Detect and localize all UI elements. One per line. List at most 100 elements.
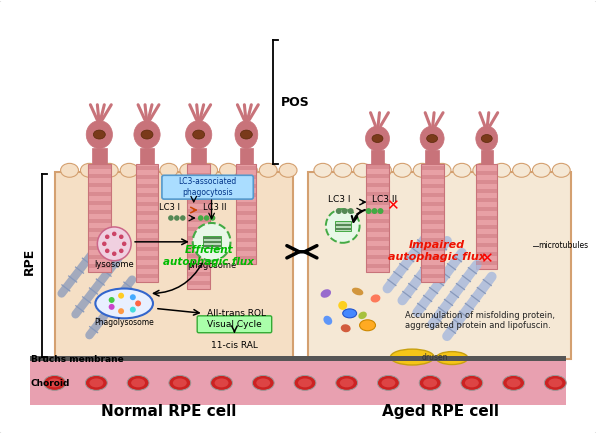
Ellipse shape — [374, 163, 391, 177]
Ellipse shape — [365, 126, 389, 151]
Ellipse shape — [200, 163, 218, 177]
Bar — [92, 148, 107, 164]
Bar — [335, 228, 350, 230]
Bar — [476, 164, 497, 269]
Bar — [236, 229, 256, 233]
Bar — [366, 210, 389, 214]
Bar — [187, 164, 210, 289]
Bar — [187, 209, 210, 213]
Ellipse shape — [493, 163, 511, 177]
Ellipse shape — [193, 130, 205, 139]
Ellipse shape — [473, 163, 491, 177]
Bar — [187, 227, 210, 231]
Ellipse shape — [256, 378, 270, 388]
Ellipse shape — [371, 294, 380, 302]
Ellipse shape — [259, 163, 277, 177]
Ellipse shape — [338, 301, 347, 310]
Circle shape — [97, 227, 131, 261]
Bar — [476, 180, 497, 184]
Ellipse shape — [298, 378, 312, 388]
Circle shape — [118, 293, 124, 299]
Ellipse shape — [476, 126, 498, 151]
Bar — [203, 241, 221, 243]
Ellipse shape — [461, 375, 483, 390]
Bar — [421, 175, 443, 179]
Bar — [236, 164, 256, 264]
Ellipse shape — [506, 378, 521, 388]
Bar — [88, 183, 111, 187]
Ellipse shape — [95, 289, 153, 318]
Bar — [236, 193, 256, 197]
Ellipse shape — [169, 375, 191, 390]
Bar — [187, 218, 210, 222]
Bar — [88, 246, 111, 250]
Ellipse shape — [394, 163, 411, 177]
Bar — [136, 166, 158, 170]
Ellipse shape — [279, 163, 297, 177]
Ellipse shape — [343, 309, 356, 318]
Bar — [203, 237, 221, 239]
Bar — [366, 255, 389, 259]
Ellipse shape — [340, 378, 353, 388]
Bar — [476, 261, 497, 265]
Bar — [476, 207, 497, 211]
Bar — [476, 252, 497, 256]
Ellipse shape — [80, 163, 98, 177]
Ellipse shape — [314, 163, 332, 177]
Bar — [88, 174, 111, 178]
Bar — [187, 236, 210, 240]
Bar — [187, 263, 210, 266]
Text: RPE: RPE — [23, 248, 37, 275]
Bar — [236, 247, 256, 251]
Ellipse shape — [134, 121, 160, 148]
Bar — [425, 151, 439, 164]
Ellipse shape — [553, 163, 570, 177]
Ellipse shape — [294, 375, 316, 390]
Bar — [136, 247, 158, 251]
Bar — [366, 201, 389, 205]
Bar — [335, 221, 350, 231]
Ellipse shape — [423, 378, 437, 388]
Circle shape — [168, 215, 173, 221]
Ellipse shape — [413, 163, 431, 177]
Text: LC3-associated
phagocytosis: LC3-associated phagocytosis — [178, 178, 237, 197]
Ellipse shape — [120, 163, 138, 177]
Circle shape — [112, 232, 116, 236]
Bar — [236, 220, 256, 224]
Ellipse shape — [420, 126, 444, 151]
Text: Accumulation of misfolding protein,
aggregated protein and lipofuscin.: Accumulation of misfolding protein, aggr… — [406, 311, 556, 330]
Ellipse shape — [61, 163, 79, 177]
Ellipse shape — [140, 163, 158, 177]
Bar — [236, 175, 256, 179]
FancyBboxPatch shape — [162, 175, 253, 199]
Ellipse shape — [512, 163, 530, 177]
Bar — [421, 256, 443, 260]
Bar — [88, 264, 111, 268]
Text: Bruchs membrane: Bruchs membrane — [31, 355, 124, 364]
Text: ✕: ✕ — [386, 197, 399, 213]
Ellipse shape — [481, 135, 492, 142]
Circle shape — [342, 208, 347, 214]
Bar — [366, 264, 389, 268]
Circle shape — [180, 215, 185, 221]
Bar — [88, 219, 111, 223]
Bar — [421, 220, 443, 224]
Ellipse shape — [334, 163, 352, 177]
Text: Visual Cycle: Visual Cycle — [207, 320, 262, 329]
Text: Impaired
autophagic flux: Impaired autophagic flux — [388, 240, 486, 262]
Ellipse shape — [320, 289, 331, 298]
Bar — [421, 164, 443, 282]
Circle shape — [174, 215, 179, 221]
Circle shape — [210, 215, 215, 221]
Bar — [30, 361, 566, 405]
Circle shape — [135, 300, 141, 306]
Bar — [136, 229, 158, 233]
Bar — [236, 256, 256, 260]
Ellipse shape — [185, 121, 212, 148]
Circle shape — [193, 223, 230, 261]
Ellipse shape — [180, 163, 197, 177]
Text: ✕: ✕ — [481, 251, 493, 266]
Circle shape — [198, 215, 203, 221]
Bar — [136, 193, 158, 197]
Circle shape — [377, 208, 383, 214]
